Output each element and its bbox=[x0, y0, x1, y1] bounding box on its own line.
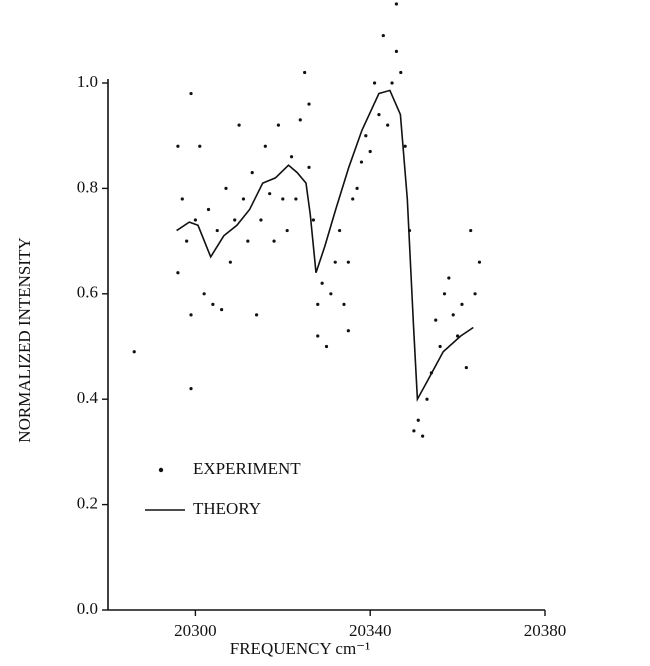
data-point bbox=[377, 113, 381, 117]
data-point bbox=[473, 292, 477, 296]
data-point bbox=[372, 81, 377, 85]
data-point bbox=[224, 186, 228, 190]
data-point bbox=[289, 155, 294, 159]
y-tick-label: 0.8 bbox=[77, 177, 98, 196]
theory-line bbox=[176, 89, 474, 403]
data-point bbox=[272, 239, 276, 243]
legend-marker bbox=[158, 467, 164, 473]
data-point bbox=[193, 218, 197, 222]
legend-label: EXPERIMENT bbox=[193, 459, 301, 478]
data-point bbox=[132, 350, 136, 354]
data-point bbox=[324, 344, 329, 349]
data-point bbox=[233, 218, 237, 222]
data-point bbox=[202, 292, 206, 296]
x-tick-label: 20340 bbox=[349, 621, 392, 640]
data-point bbox=[220, 308, 224, 312]
data-point bbox=[421, 434, 425, 438]
data-point bbox=[185, 239, 189, 243]
data-point bbox=[176, 271, 180, 275]
data-point bbox=[307, 165, 311, 169]
data-point bbox=[447, 276, 451, 280]
data-point bbox=[176, 144, 180, 148]
x-axis-label: FREQUENCY cm⁻¹ bbox=[230, 639, 370, 658]
data-point bbox=[189, 387, 193, 391]
data-point bbox=[346, 260, 350, 264]
data-point bbox=[477, 260, 482, 264]
data-point bbox=[451, 313, 455, 317]
data-point bbox=[464, 365, 468, 370]
x-tick-label: 20380 bbox=[524, 621, 567, 640]
data-point bbox=[368, 149, 372, 154]
data-point bbox=[228, 260, 232, 264]
data-point bbox=[394, 49, 399, 53]
data-point bbox=[351, 197, 355, 201]
y-tick-label: 0.4 bbox=[77, 388, 99, 407]
data-point bbox=[316, 302, 320, 306]
x-tick-label: 20300 bbox=[174, 621, 217, 640]
y-tick-label: 0.0 bbox=[77, 599, 98, 618]
data-point bbox=[359, 160, 364, 164]
data-point bbox=[294, 197, 298, 201]
data-point bbox=[211, 302, 215, 306]
data-point bbox=[263, 144, 267, 148]
data-point bbox=[390, 81, 394, 85]
y-tick-label: 0.6 bbox=[77, 283, 98, 302]
data-point bbox=[311, 218, 315, 222]
data-point bbox=[298, 118, 302, 122]
data-point bbox=[386, 123, 390, 127]
data-point bbox=[438, 344, 442, 349]
data-point bbox=[394, 2, 399, 6]
data-point bbox=[412, 429, 416, 433]
data-point bbox=[329, 292, 333, 296]
data-point bbox=[342, 302, 346, 306]
data-point bbox=[281, 197, 285, 201]
data-point bbox=[215, 228, 219, 233]
data-point bbox=[364, 134, 368, 138]
data-point bbox=[241, 197, 246, 201]
data-point bbox=[399, 70, 403, 75]
data-point bbox=[285, 228, 289, 233]
data-point bbox=[237, 123, 241, 127]
data-point bbox=[250, 170, 254, 175]
data-point bbox=[425, 397, 429, 401]
data-point bbox=[416, 418, 420, 422]
data-point bbox=[254, 313, 259, 317]
data-point bbox=[246, 239, 250, 243]
data-point bbox=[276, 123, 281, 127]
legend-label: THEORY bbox=[193, 499, 261, 518]
data-point bbox=[307, 102, 311, 106]
data-point bbox=[316, 334, 320, 338]
data-point bbox=[320, 281, 324, 285]
data-point bbox=[303, 70, 307, 75]
data-point bbox=[189, 313, 193, 317]
data-point bbox=[206, 207, 211, 212]
data-point bbox=[268, 192, 272, 196]
data-point bbox=[469, 228, 473, 233]
data-point bbox=[460, 302, 464, 306]
y-axis-label: NORMALIZED INTENSITY bbox=[15, 237, 34, 442]
y-tick-label: 0.2 bbox=[77, 494, 98, 513]
data-point bbox=[189, 91, 193, 96]
data-point bbox=[381, 33, 385, 38]
data-point bbox=[403, 144, 407, 148]
data-point bbox=[456, 334, 460, 338]
data-point bbox=[346, 329, 350, 333]
data-point bbox=[259, 218, 263, 222]
data-point bbox=[333, 260, 337, 264]
data-point bbox=[180, 197, 184, 201]
data-point bbox=[338, 228, 342, 233]
data-point bbox=[442, 292, 447, 296]
data-point bbox=[355, 186, 359, 190]
data-point bbox=[198, 144, 202, 148]
data-point bbox=[434, 318, 438, 322]
y-tick-label: 1.0 bbox=[77, 72, 98, 91]
